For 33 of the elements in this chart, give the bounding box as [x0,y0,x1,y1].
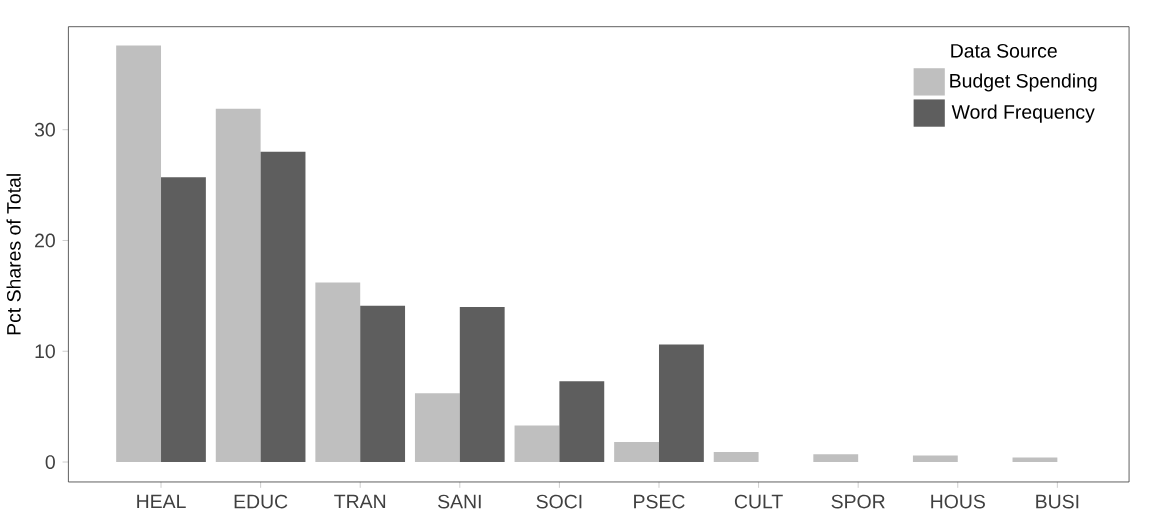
y-tick-label: 0 [45,455,55,469]
bar [813,454,859,463]
bar [161,177,206,463]
x-tick-label: SOCI [536,494,582,509]
bar [459,307,505,463]
legend-title: Data Source [951,44,1057,58]
bar [215,108,261,463]
x-tick-label: EDUC [234,494,288,509]
x-tick-label: BUSI [1036,494,1079,509]
x-tick-label: PSEC [634,494,685,509]
bar [912,455,958,463]
y-axis-title: Pct Shares of Total [6,174,21,335]
bar [315,282,361,463]
y-tick-label: 10 [35,344,55,359]
x-tick-label: TRAN [334,494,386,509]
bar [559,381,605,463]
bar [514,425,560,463]
x-tick-label: HOUS [931,494,985,509]
bar [116,45,162,463]
bar [414,393,460,463]
x-tick-label: CULT [734,494,783,509]
x-tick-label: SPOR [831,494,885,509]
bar [614,442,659,463]
bar [260,151,306,463]
legend-label: Budget Spending [950,73,1097,92]
bar [360,305,406,463]
y-tick-label: 30 [34,122,55,137]
x-tick-label: SANI [438,494,481,509]
legend-label: Word Frequency [951,104,1095,123]
bar [713,452,759,463]
x-tick-label: HEAL [137,494,186,509]
y-tick-label: 20 [35,233,55,248]
bar [658,344,704,463]
